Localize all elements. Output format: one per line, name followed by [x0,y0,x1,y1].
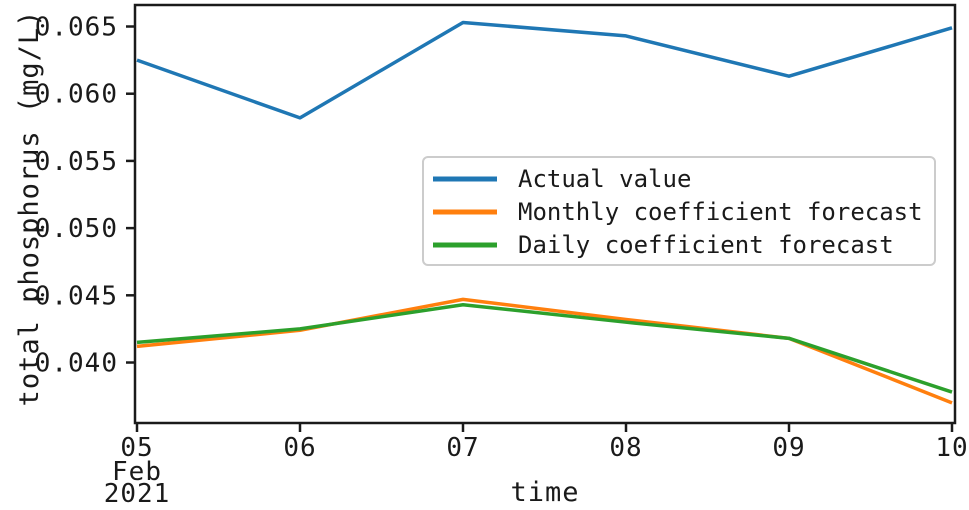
series-line-actual-value [136,20,953,120]
x-tick-label: 08 [609,433,642,463]
x-tick-label: 07 [446,433,479,463]
y-axis-title: total phosphorus (mg/L) [14,10,45,407]
series-lines [136,20,953,405]
x-tick-label: 10 [935,433,968,463]
legend-box [422,156,936,266]
x-tick-label: 09 [772,433,805,463]
y-tick-label: 0.065 [35,13,118,43]
x-tick-label: 05 [120,433,153,463]
legend: Actual value Monthly coefficient forecast… [422,156,936,266]
legend-label: Actual value [518,165,691,193]
x-tick-sublabel: 2021 [104,479,171,509]
legend-label: Daily coefficient forecast [518,231,894,259]
x-tick-label: 06 [283,433,316,463]
y-tick-label: 0.040 [35,349,118,379]
legend-label: Monthly coefficient forecast [518,198,923,226]
x-tick-sublabel: Feb [112,457,162,487]
y-tick-label: 0.055 [35,147,118,177]
y-tick-label: 0.045 [35,281,118,311]
y-tick-label: 0.060 [35,80,118,110]
plot-spines [133,3,957,425]
y-tick-label: 0.050 [35,214,118,244]
x-axis-title: time [510,477,579,508]
series-line-daily-coefficient-forecast [136,302,953,394]
